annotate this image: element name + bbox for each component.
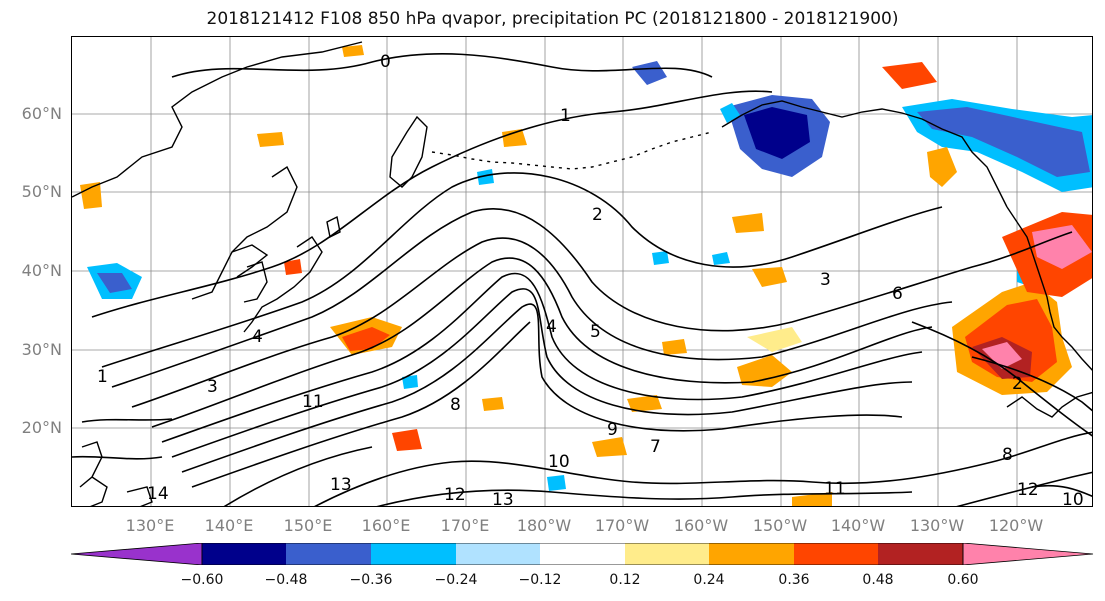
map-canvas: 0 1 1 2 2 3 3 4 4 5 6 7 8 8 9 10 10 11 1…	[72, 37, 1092, 507]
positive-anomaly-gulf-alaska	[927, 147, 957, 187]
contour-label-1b: 1	[97, 367, 108, 387]
lat-label-30n: 30°N	[21, 340, 62, 359]
colorbar-tick-1: −0.60	[180, 572, 224, 588]
coastlines	[72, 41, 1092, 506]
lon-label-150w: 150°W	[752, 516, 808, 535]
map-title: 2018121412 F108 850 hPa qvapor, precipit…	[206, 9, 899, 29]
lon-label-160w: 160°W	[673, 516, 729, 535]
lon-label-160e: 160°E	[361, 516, 411, 535]
colorbar-tick-4: −0.24	[434, 572, 478, 588]
contour-label-10: 10	[548, 452, 570, 472]
contour-2	[101, 172, 943, 368]
contour-4	[131, 237, 953, 408]
contour-label-2: 2	[592, 205, 603, 225]
contour-label-7: 7	[650, 437, 661, 457]
contour-label-3: 3	[820, 270, 831, 290]
contour-label-3b: 3	[207, 377, 218, 397]
map-panel: 0 1 1 2 2 3 3 4 4 5 6 7 8 8 9 10 10 11 1…	[71, 36, 1093, 507]
colorbar-bin-7	[709, 543, 794, 565]
contour-label-8b: 8	[1002, 445, 1013, 465]
lon-label-140e: 140°E	[204, 516, 254, 535]
contour-label-6: 6	[892, 284, 903, 304]
contour-labels: 0 1 1 2 2 3 3 4 4 5 6 7 8 8 9 10 10 11 1…	[97, 52, 1084, 507]
colorbar-bin-2	[286, 543, 371, 565]
contour-label-4: 4	[546, 317, 557, 337]
aleutian-chain	[431, 131, 713, 170]
korea-coast	[243, 261, 268, 303]
lon-label-170e: 170°E	[440, 516, 490, 535]
contour-label-4b: 4	[252, 327, 263, 347]
contour-label-1: 1	[560, 106, 571, 126]
colorbar-over-extend	[962, 543, 1094, 565]
lon-label-180w: 180°W	[516, 516, 572, 535]
contour-label-10b: 10	[1062, 490, 1084, 507]
lon-label-130e: 130°E	[125, 516, 175, 535]
contour-label-12b: 12	[1017, 480, 1039, 500]
contour-label-14: 14	[147, 484, 169, 504]
colorbar-tick-5: −0.12	[518, 572, 562, 588]
contour-0	[171, 53, 713, 78]
colorbar-tick-2: −0.48	[264, 572, 308, 588]
contour-label-13: 13	[330, 475, 352, 495]
colorbar-tick-10: 0.60	[947, 572, 979, 588]
colorbar-bin-4	[456, 543, 540, 565]
lat-label-20n: 20°N	[21, 418, 62, 437]
na-west-coast	[1006, 206, 1092, 371]
lat-label-50n: 50°N	[21, 182, 62, 201]
lon-label-120w: 120°W	[988, 516, 1044, 535]
colorbar-bin-6	[625, 543, 709, 565]
colorbar-tick-8: 0.36	[778, 572, 810, 588]
contour-label-12: 12	[444, 485, 466, 505]
lat-label-60n: 60°N	[21, 104, 62, 123]
colorbar-bin-3	[371, 543, 456, 565]
colorbar-tick-9: 0.48	[862, 572, 894, 588]
colorbar	[71, 543, 1094, 565]
contour-label-2b: 2	[1012, 374, 1023, 394]
lon-label-130w: 130°W	[909, 516, 965, 535]
lon-label-170w: 170°W	[594, 516, 650, 535]
contour-label-13b: 13	[492, 490, 514, 507]
colorbar-bin-5	[540, 543, 625, 565]
contour-1	[91, 90, 773, 318]
colorbar-tick-6: 0.12	[609, 572, 641, 588]
contour-label-5: 5	[590, 322, 601, 342]
colorbar-bin-9	[878, 543, 963, 565]
contour-label-11b: 11	[824, 479, 846, 499]
lat-label-40n: 40°N	[21, 261, 62, 280]
lon-label-150e: 150°E	[283, 516, 333, 535]
lon-label-140w: 140°W	[830, 516, 886, 535]
kamchatka-coast	[389, 115, 428, 188]
japan-coast	[243, 236, 323, 333]
alaska-coast	[721, 100, 1008, 208]
colorbar-bin-1	[202, 543, 286, 565]
contour-label-11: 11	[302, 392, 324, 412]
colorbar-tick-7: 0.24	[693, 572, 725, 588]
colorbar-under-extend	[71, 543, 203, 565]
colorbar-tick-3: −0.36	[349, 572, 393, 588]
contour-label-0: 0	[380, 52, 391, 72]
asia-coast	[72, 41, 363, 198]
philippines-coast	[79, 441, 103, 488]
qvapor-contours	[72, 53, 1092, 506]
contour-3	[111, 208, 1073, 388]
contour-label-8: 8	[450, 395, 461, 415]
colorbar-bin-8	[794, 543, 878, 565]
contour-label-9: 9	[607, 420, 618, 440]
